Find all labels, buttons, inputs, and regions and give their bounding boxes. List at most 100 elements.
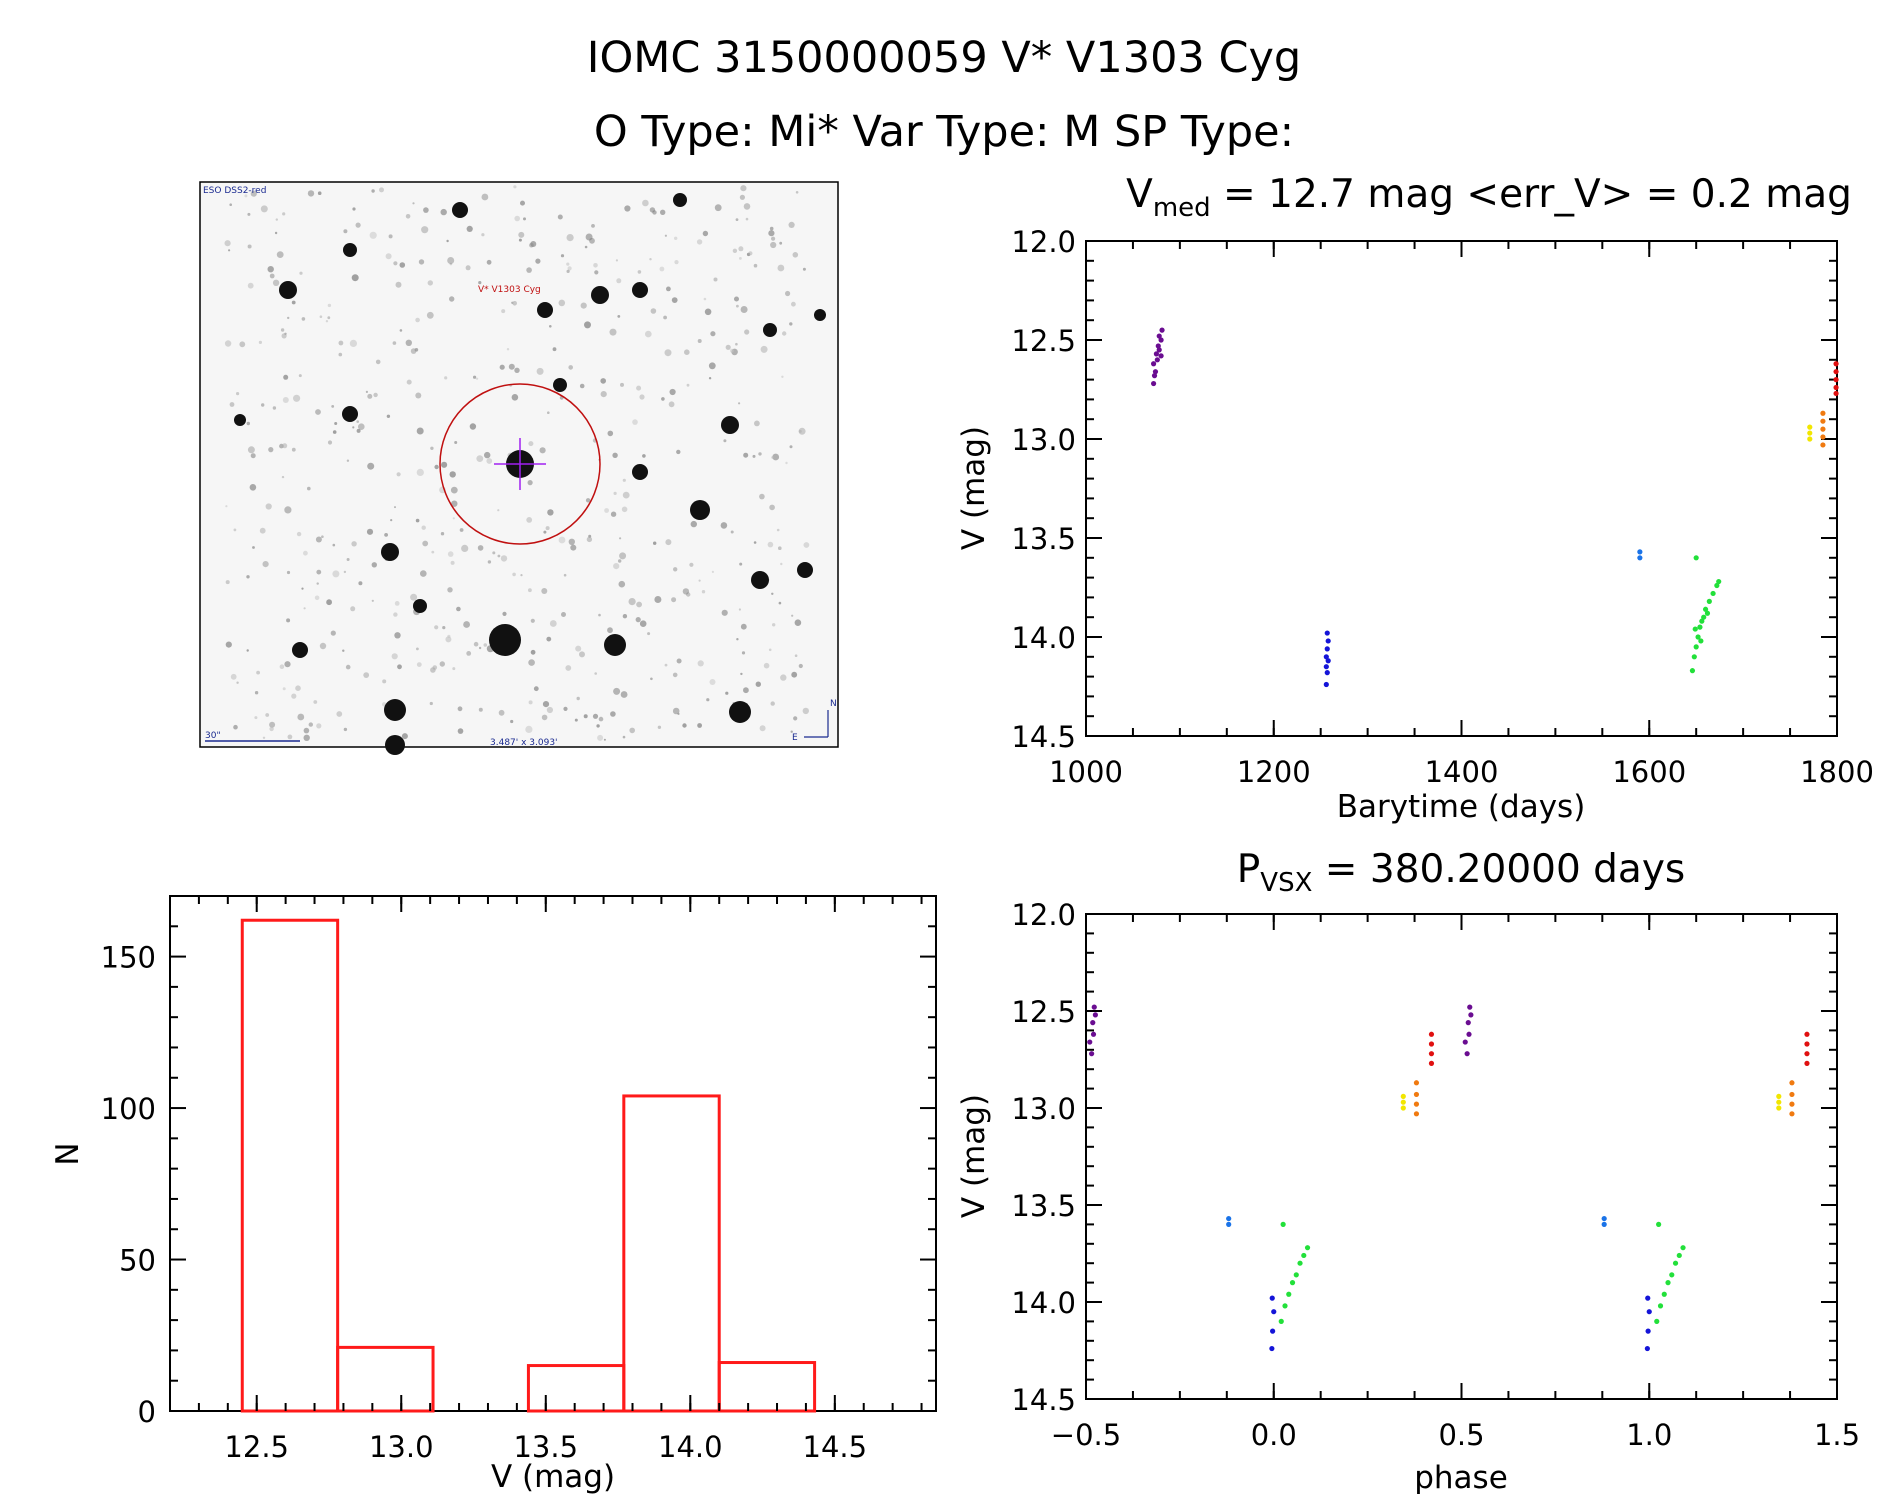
finder-star xyxy=(789,445,793,449)
finder-star xyxy=(363,672,370,678)
finder-star xyxy=(313,700,318,704)
histogram-ytick-label: 0 xyxy=(138,1395,156,1429)
finder-star xyxy=(791,614,794,617)
phased-xtick-label: 1.0 xyxy=(1626,1418,1672,1452)
finder-star xyxy=(497,509,500,512)
histogram-bar xyxy=(622,1094,721,1413)
finder-star xyxy=(642,454,646,458)
finder-star xyxy=(552,347,557,352)
lightcurve-point-purple xyxy=(1159,327,1165,333)
finder-star xyxy=(330,630,336,636)
finder-star xyxy=(441,461,448,468)
finder-star xyxy=(620,691,628,698)
phased-point-green xyxy=(1289,1280,1296,1286)
finder-star xyxy=(528,441,534,447)
finder-star xyxy=(284,661,291,668)
phased-title-suffix: = 380.20000 days xyxy=(1312,847,1685,892)
finder-star xyxy=(451,500,458,507)
lightcurve-point-green xyxy=(1689,668,1696,674)
finder-star xyxy=(511,394,519,401)
finder-star xyxy=(789,322,793,326)
finder-star xyxy=(518,231,525,238)
finder-star xyxy=(628,598,636,606)
lightcurve-point-green xyxy=(1695,634,1701,640)
finder-star xyxy=(247,244,252,249)
finder-star xyxy=(447,634,451,639)
finder-star xyxy=(487,560,492,564)
finder-star xyxy=(397,664,402,670)
finder-star xyxy=(778,601,782,605)
finder-star xyxy=(393,261,398,266)
header-title: IOMC 3150000059 V* V1303 Cyg xyxy=(587,33,1301,83)
finder-star xyxy=(600,378,606,384)
finder-star xyxy=(612,452,618,458)
finder-star xyxy=(269,273,275,279)
lightcurve-title-suffix: = 12.7 mag <err_V> = 0.2 mag xyxy=(1211,172,1852,217)
finder-star xyxy=(541,588,548,594)
finder-star xyxy=(619,537,622,540)
finder-star xyxy=(753,541,757,544)
finder-star xyxy=(748,251,753,256)
lightcurve-point-red xyxy=(1833,384,1839,391)
finder-star-bright xyxy=(292,642,308,658)
finder-star xyxy=(600,391,607,398)
lightcurve-point-purple xyxy=(1150,361,1157,367)
finder-star xyxy=(405,339,412,346)
phased-point-purple xyxy=(1092,1012,1098,1018)
finder-star xyxy=(423,207,429,213)
lightcurve-point-yellow xyxy=(1807,424,1813,430)
finder-star xyxy=(725,691,729,695)
finder-star xyxy=(645,330,652,338)
finder-star xyxy=(449,471,456,478)
finder-star xyxy=(802,267,806,271)
finder-star xyxy=(269,726,274,732)
finder-star xyxy=(459,528,464,532)
finder-star xyxy=(394,601,400,606)
finder-star xyxy=(527,480,533,486)
lightcurve-point-blue xyxy=(1323,664,1329,670)
finder-star xyxy=(421,525,426,530)
finder-star xyxy=(319,642,327,650)
finder-star-bright xyxy=(553,378,567,392)
phased-ytick-label: 13.0 xyxy=(1011,1092,1076,1126)
finder-star xyxy=(275,218,278,221)
finder-star xyxy=(579,651,585,658)
finder-star xyxy=(449,296,455,302)
finder-star xyxy=(332,570,340,578)
finder-star xyxy=(674,236,678,240)
lightcurve-ytick-label: 12.5 xyxy=(1011,324,1076,358)
finder-star xyxy=(466,651,472,656)
finder-star xyxy=(593,263,598,268)
finder-star xyxy=(229,203,232,206)
finder-star xyxy=(607,430,614,437)
finder-star xyxy=(338,340,344,346)
lightcurve-point-green xyxy=(1693,644,1699,650)
lightcurve-point-red xyxy=(1833,377,1839,383)
phased-point-green xyxy=(1672,1260,1679,1266)
finder-star xyxy=(399,329,403,332)
finder-star xyxy=(666,286,671,292)
finder-star xyxy=(254,716,258,720)
lightcurve-point-green xyxy=(1701,614,1707,620)
finder-star xyxy=(477,545,484,551)
finder-star xyxy=(303,727,310,734)
finder-star xyxy=(508,363,515,370)
finder-star xyxy=(399,262,406,268)
finder-star xyxy=(579,383,585,389)
phased-title-sub: VSX xyxy=(1260,868,1312,898)
lightcurve-ytick-label: 13.5 xyxy=(1011,522,1076,556)
lightcurve-point-purple xyxy=(1152,369,1159,375)
lightcurve-point-purple xyxy=(1156,347,1162,353)
finder-star xyxy=(416,647,419,651)
phased-point-green xyxy=(1278,1318,1284,1324)
finder-star xyxy=(325,320,329,323)
phased-point-orange xyxy=(1413,1091,1420,1098)
finder-star xyxy=(261,403,265,407)
finder-star xyxy=(346,558,350,561)
lightcurve-point-purple xyxy=(1158,337,1164,343)
lightcurve-points xyxy=(1150,327,1839,688)
finder-star xyxy=(663,315,667,320)
lightcurve-point-green xyxy=(1702,606,1709,612)
finder-star xyxy=(697,723,702,728)
